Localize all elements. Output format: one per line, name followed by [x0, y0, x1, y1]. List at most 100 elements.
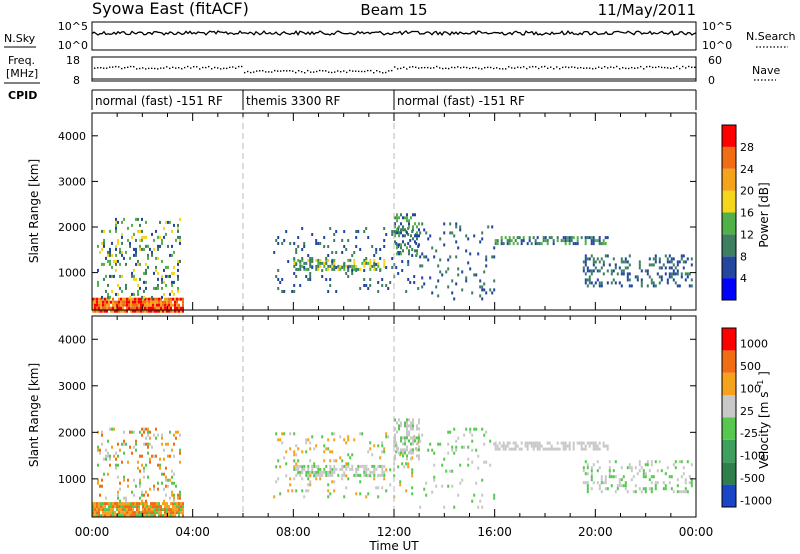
heatmap-cell: [144, 303, 146, 307]
heatmap-cell: [309, 257, 312, 260]
freq-dot: [271, 71, 273, 73]
heatmap-cell: [165, 484, 167, 488]
heatmap-cell: [598, 447, 601, 451]
heatmap-cell: [329, 459, 332, 463]
heatmap-cell: [493, 442, 496, 446]
heatmap-cell: [134, 309, 136, 313]
freq-dot: [538, 67, 540, 70]
colorbar-swatch: [722, 484, 736, 507]
freq-dot: [667, 67, 669, 69]
heatmap-cell: [479, 285, 482, 289]
heatmap-cell: [106, 297, 108, 301]
heatmap-cell: [634, 490, 637, 494]
heatmap-cell: [156, 502, 158, 506]
heatmap-cell: [479, 240, 482, 244]
heatmap-cell: [150, 306, 152, 310]
heatmap-cell: [640, 269, 643, 273]
heatmap-cell: [139, 247, 141, 251]
heatmap-cell: [383, 470, 386, 474]
heatmap-cell: [285, 462, 288, 466]
heatmap-cell: [136, 303, 138, 307]
heatmap-cell: [112, 511, 114, 515]
heatmap-cell: [341, 464, 344, 468]
heatmap-cell: [110, 514, 112, 518]
heatmap-cell: [400, 448, 402, 452]
heatmap-cell: [152, 505, 154, 509]
heatmap-cell: [153, 484, 155, 488]
heatmap-cell: [108, 505, 110, 509]
heatmap-cell: [174, 300, 176, 304]
heatmap-cell: [325, 258, 328, 262]
heatmap-cell: [309, 441, 312, 445]
velocity-colorbar-label-tail: ]: [757, 371, 771, 376]
heatmap-cell: [130, 306, 132, 310]
freq-dot: [523, 66, 525, 68]
heatmap-cell: [172, 502, 174, 506]
heatmap-cell: [347, 438, 350, 442]
heatmap-cell: [682, 466, 685, 470]
heatmap-cell: [345, 467, 348, 471]
freq-dot: [652, 66, 654, 69]
heatmap-cell: [126, 505, 128, 509]
heatmap-cell: [418, 222, 420, 226]
heatmap-cell: [379, 464, 382, 468]
heatmap-cell: [109, 247, 111, 251]
heatmap-cell: [455, 439, 458, 443]
heatmap-cell: [132, 306, 134, 310]
heatmap-cell: [112, 505, 114, 509]
heatmap-cell: [335, 467, 338, 471]
heatmap-cell: [182, 303, 184, 307]
heatmap-cell: [404, 421, 406, 425]
heatmap-cell: [640, 278, 643, 282]
heatmap-cell: [137, 229, 139, 233]
heatmap-cell: [139, 430, 141, 434]
heatmap-cell: [121, 253, 123, 257]
heatmap-cell: [402, 228, 404, 232]
heatmap-cell: [139, 238, 141, 242]
heatmap-cell: [307, 258, 310, 262]
heatmap-cell: [141, 499, 143, 503]
heatmap-cell: [658, 260, 661, 264]
heatmap-cell: [650, 460, 653, 464]
heatmap-cell: [145, 490, 147, 494]
heatmap-cell: [130, 511, 132, 515]
heatmap-cell: [163, 292, 165, 296]
heatmap-cell: [127, 226, 129, 230]
heatmap-cell: [94, 511, 96, 515]
heatmap-cell: [100, 303, 102, 307]
heatmap-cell: [299, 473, 302, 477]
heatmap-cell: [275, 432, 278, 436]
heatmap-cell: [592, 236, 595, 240]
heatmap-cell: [394, 436, 396, 440]
heatmap-cell: [668, 266, 671, 270]
heatmap-cell: [590, 281, 593, 285]
heatmap-cell: [491, 291, 494, 295]
heatmap-cell: [592, 284, 595, 288]
heatmap-cell: [676, 260, 679, 264]
heatmap-cell: [145, 286, 147, 290]
heatmap-cell: [410, 436, 412, 440]
heatmap-cell: [604, 242, 607, 246]
heatmap-cell: [153, 433, 155, 437]
freq-dot: [112, 66, 114, 68]
heatmap-cell: [157, 463, 159, 467]
cpid-segment-label: normal (fast) -151 RF: [95, 94, 223, 108]
heatmap-cell: [148, 303, 150, 307]
heatmap-cell: [315, 477, 318, 481]
heatmap-cell: [141, 433, 143, 437]
heatmap-cell: [305, 438, 308, 442]
heatmap-cell: [411, 471, 414, 475]
heatmap-cell: [416, 454, 418, 458]
heatmap-cell: [416, 231, 418, 235]
heatmap-cell: [638, 487, 641, 491]
heatmap-cell: [145, 427, 147, 431]
heatmap-cell: [341, 266, 344, 269]
heatmap-cell: [584, 481, 587, 485]
heatmap-cell: [148, 297, 150, 301]
heatmap-cell: [674, 460, 677, 464]
heatmap-cell: [418, 436, 420, 440]
heatmap-cell: [99, 250, 101, 254]
heatmap-cell: [333, 470, 336, 474]
heatmap-cell: [327, 290, 330, 293]
heatmap-cell: [588, 236, 591, 240]
